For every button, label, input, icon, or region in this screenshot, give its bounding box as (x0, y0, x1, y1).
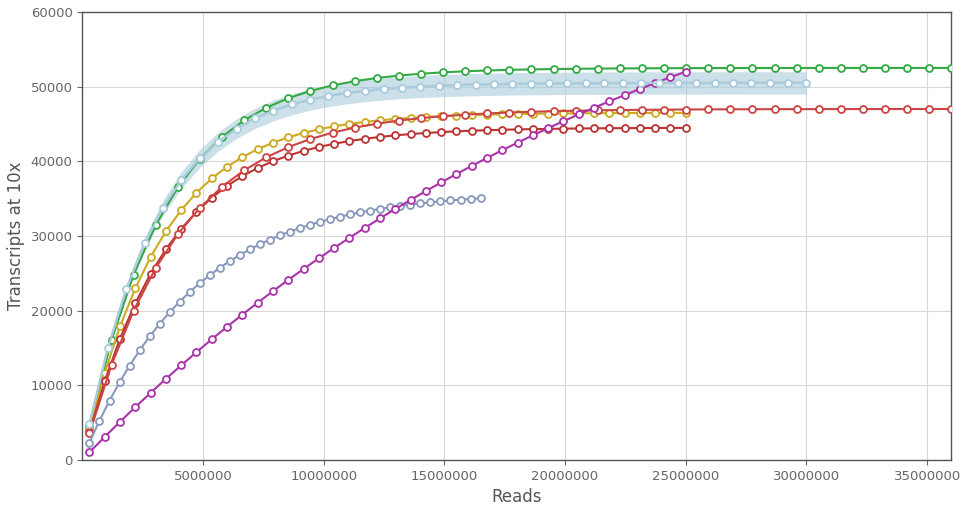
X-axis label: Reads: Reads (491, 488, 542, 506)
Y-axis label: Transcripts at 10x: Transcripts at 10x (7, 162, 25, 310)
